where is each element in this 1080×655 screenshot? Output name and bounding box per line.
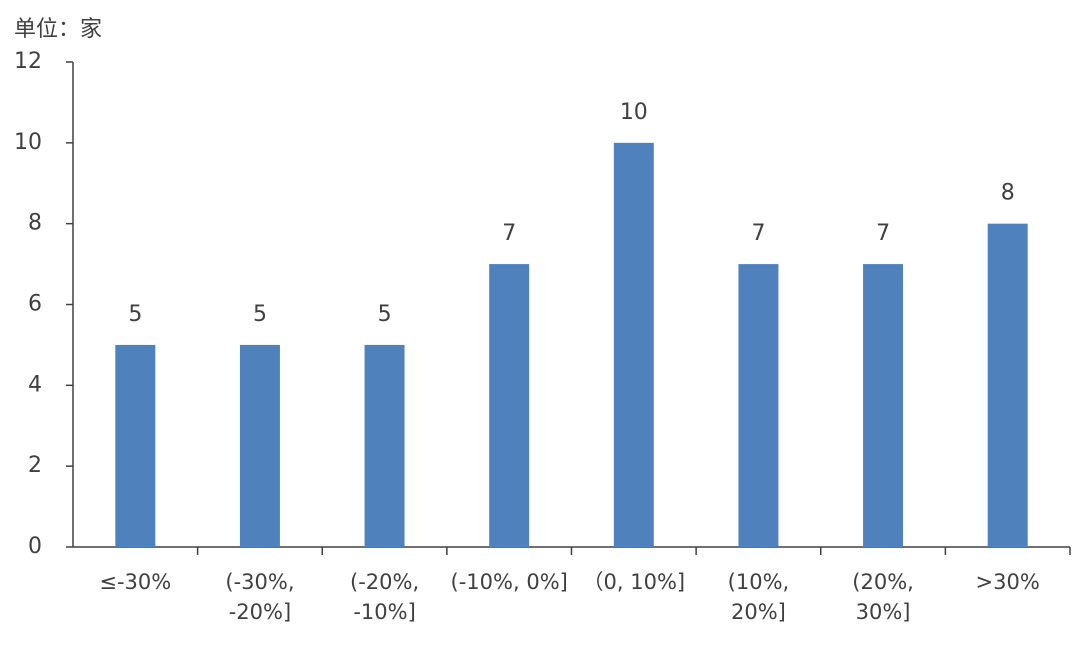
data-label: 7 bbox=[502, 221, 516, 246]
x-tick-label: (20%, 30%] bbox=[852, 570, 914, 624]
data-label: 7 bbox=[751, 221, 765, 246]
y-tick-label: 6 bbox=[28, 292, 42, 317]
y-tick-label: 4 bbox=[28, 372, 42, 397]
y-tick-label: 12 bbox=[14, 49, 42, 74]
bar bbox=[738, 264, 779, 547]
data-label: 5 bbox=[253, 302, 267, 327]
x-tick-label: (-30%, -20%] bbox=[225, 570, 295, 624]
data-label: 8 bbox=[1001, 181, 1015, 206]
data-label: 5 bbox=[128, 302, 142, 327]
bar bbox=[987, 223, 1028, 547]
y-tick-label: 8 bbox=[28, 211, 42, 236]
unit-label: 单位：家 bbox=[14, 17, 102, 42]
x-tick-label: (-10%, 0%] bbox=[450, 570, 568, 594]
bar bbox=[613, 142, 654, 548]
x-tick-label: （0, 10%] bbox=[582, 570, 686, 594]
data-label: 5 bbox=[378, 302, 392, 327]
y-tick-label: 2 bbox=[28, 453, 42, 478]
bar bbox=[115, 344, 156, 547]
x-tick-label: ≤-30% bbox=[99, 570, 172, 594]
bar bbox=[239, 344, 280, 547]
y-tick-label: 0 bbox=[28, 534, 42, 559]
data-label: 10 bbox=[620, 100, 648, 125]
data-label: 7 bbox=[876, 221, 890, 246]
x-tick-label: (-20%, -10%] bbox=[350, 570, 420, 624]
x-tick-label: (10%, 20%] bbox=[727, 570, 790, 624]
bar bbox=[863, 264, 904, 547]
x-tick-label: >30% bbox=[975, 570, 1040, 594]
y-tick-label: 10 bbox=[14, 130, 42, 155]
bar bbox=[364, 344, 405, 547]
bar bbox=[489, 264, 530, 547]
